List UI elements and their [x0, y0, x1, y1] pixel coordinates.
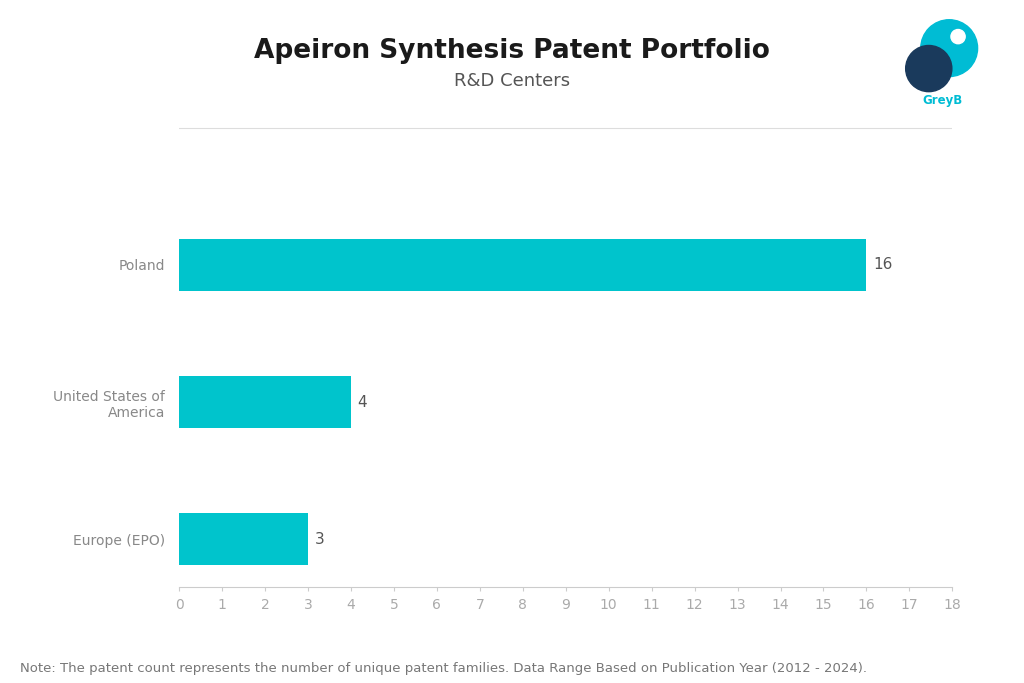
Text: 3: 3	[314, 532, 325, 547]
Bar	[179, 376, 351, 428]
Text: Apeiron Synthesis Patent Portfolio: Apeiron Synthesis Patent Portfolio	[254, 38, 770, 64]
Text: R&D Centers: R&D Centers	[454, 72, 570, 89]
Text: GreyB: GreyB	[922, 94, 963, 107]
Circle shape	[951, 29, 966, 44]
Circle shape	[921, 20, 978, 76]
Text: 4: 4	[357, 395, 367, 410]
Text: Note: The patent count represents the number of unique patent families. Data Ran: Note: The patent count represents the nu…	[20, 662, 867, 675]
Text: 16: 16	[872, 257, 892, 273]
Bar	[179, 239, 866, 291]
Bar	[179, 514, 308, 566]
Circle shape	[905, 46, 952, 92]
